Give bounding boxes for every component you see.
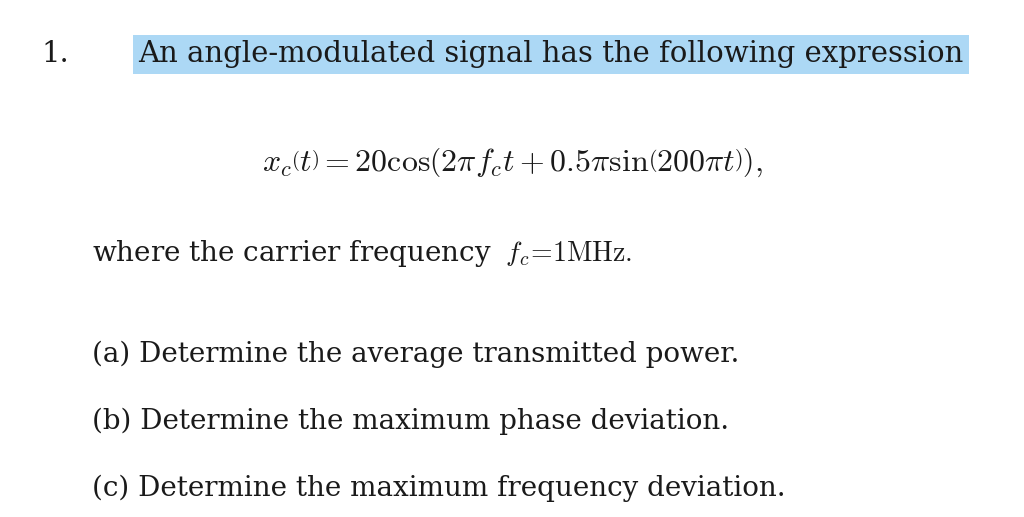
Text: (b) Determine the maximum phase deviation.: (b) Determine the maximum phase deviatio… xyxy=(92,408,729,435)
Text: (c) Determine the maximum frequency deviation.: (c) Determine the maximum frequency devi… xyxy=(92,475,785,502)
Text: (a) Determine the average transmitted power.: (a) Determine the average transmitted po… xyxy=(92,341,739,368)
Text: where the carrier frequency $\;f_c\!=\!1\mathrm{MHz}.$: where the carrier frequency $\;f_c\!=\!1… xyxy=(92,238,633,269)
Text: An angle-modulated signal has the following expression: An angle-modulated signal has the follow… xyxy=(138,40,964,68)
Text: $x_c\left(t\right)=20\cos\!\left(2\pi f_c t+0.5\pi\sin\!\left(200\pi t\right)\ri: $x_c\left(t\right)=20\cos\!\left(2\pi f_… xyxy=(262,147,762,179)
Text: 1.: 1. xyxy=(41,40,69,68)
